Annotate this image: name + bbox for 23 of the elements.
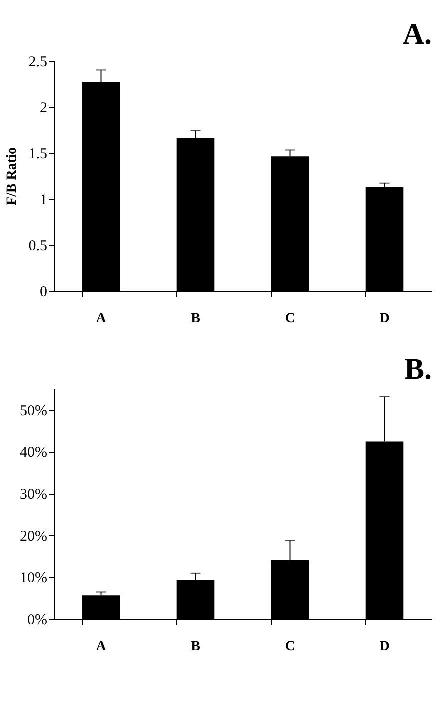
- y-tick-label: 50%: [20, 403, 48, 420]
- y-tick-label: 30%: [20, 487, 48, 504]
- chart-title: B.: [404, 353, 432, 386]
- y-tick-label: 0: [40, 284, 48, 300]
- x-tick-label: B: [191, 640, 200, 654]
- y-tick-label: 40%: [20, 445, 48, 462]
- y-tick-label: 1.5: [28, 146, 48, 162]
- x-tick-label: A: [96, 640, 108, 654]
- chart-title: A.: [402, 18, 432, 51]
- x-tick-label: B: [191, 312, 200, 326]
- y-tick-label: 10%: [20, 570, 48, 587]
- y-tick-label: 2: [40, 100, 48, 116]
- x-tick-label: A: [96, 312, 108, 326]
- y-axis-title: F/B Ratio: [4, 148, 20, 206]
- y-tick-label: 0.5: [28, 238, 48, 254]
- y-tick-label: 1: [40, 192, 48, 208]
- y-tick-label: 0%: [28, 612, 48, 628]
- x-tick-label: D: [380, 640, 390, 654]
- y-tick-label: 2.5: [28, 54, 48, 70]
- x-tick-label: C: [285, 312, 296, 326]
- x-tick-label: D: [380, 312, 390, 326]
- y-tick-label: 20%: [20, 528, 48, 545]
- x-tick-label: C: [285, 640, 296, 654]
